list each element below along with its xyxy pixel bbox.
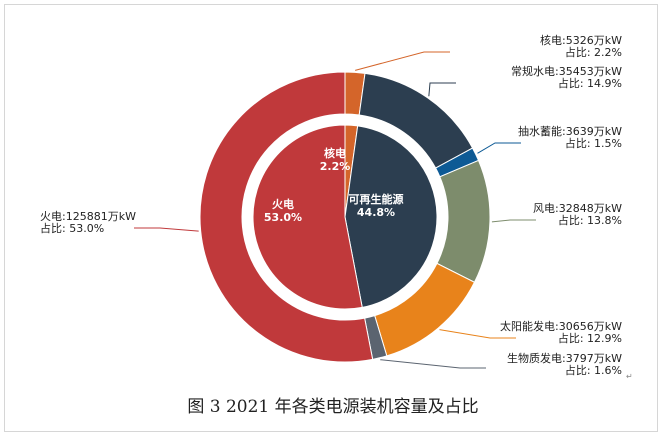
caption-text: 图 3 2021 年各类电源装机容量及占比 xyxy=(187,397,479,417)
inner-pie-slice-1 xyxy=(344,125,438,308)
outer-label-percent-1: 占比: 14.9% xyxy=(558,76,622,90)
outer-label-percent-4: 占比: 12.9% xyxy=(558,331,622,345)
outer-label-value-4: 太阳能发电:30656万kW xyxy=(500,319,622,333)
outer-label-value-6: 火电:125881万kW xyxy=(40,210,136,223)
outer-label-value-0: 核电:5326万kW xyxy=(540,33,622,47)
inner-label-name-1: 可再生能源 xyxy=(349,192,404,206)
outer-label-percent-6: 占比: 53.0% xyxy=(40,221,104,235)
outer-ring-slice-6 xyxy=(199,71,374,363)
inner-label-percent-0: 2.2% xyxy=(320,160,351,173)
leader-line-3 xyxy=(491,219,536,223)
outer-label-percent-0: 占比: 2.2% xyxy=(565,45,622,59)
inner-pie-slice-2 xyxy=(252,124,363,310)
paragraph-mark: ↵ xyxy=(626,372,633,381)
inner-label-name-0: 核电 xyxy=(324,146,346,160)
outer-label-value-3: 风电:32848万kW xyxy=(533,202,622,215)
figure-caption: 图 3 2021 年各类电源装机容量及占比 xyxy=(0,392,666,417)
leader-line-2 xyxy=(477,142,521,154)
leader-line-6 xyxy=(134,227,199,232)
outer-label-percent-3: 占比: 13.8% xyxy=(558,213,622,227)
leader-line-1 xyxy=(428,82,456,97)
leader-line-0 xyxy=(355,51,450,71)
outer-label-value-5: 生物质发电:3797万kW xyxy=(507,351,622,365)
inner-label-percent-1: 44.8% xyxy=(357,206,395,219)
inner-label-name-2: 火电 xyxy=(272,197,294,211)
outer-label-percent-2: 占比: 1.5% xyxy=(565,136,622,150)
inner-label-percent-2: 53.0% xyxy=(264,211,302,224)
leader-line-4 xyxy=(439,329,516,339)
outer-label-value-1: 常规水电:35453万kW xyxy=(511,64,622,78)
outer-ring-slice-3 xyxy=(436,159,491,283)
outer-label-value-2: 抽水蓄能:3639万kW xyxy=(518,124,622,138)
outer-label-percent-5: 占比: 1.6% xyxy=(565,363,622,377)
leader-line-5 xyxy=(380,359,486,369)
